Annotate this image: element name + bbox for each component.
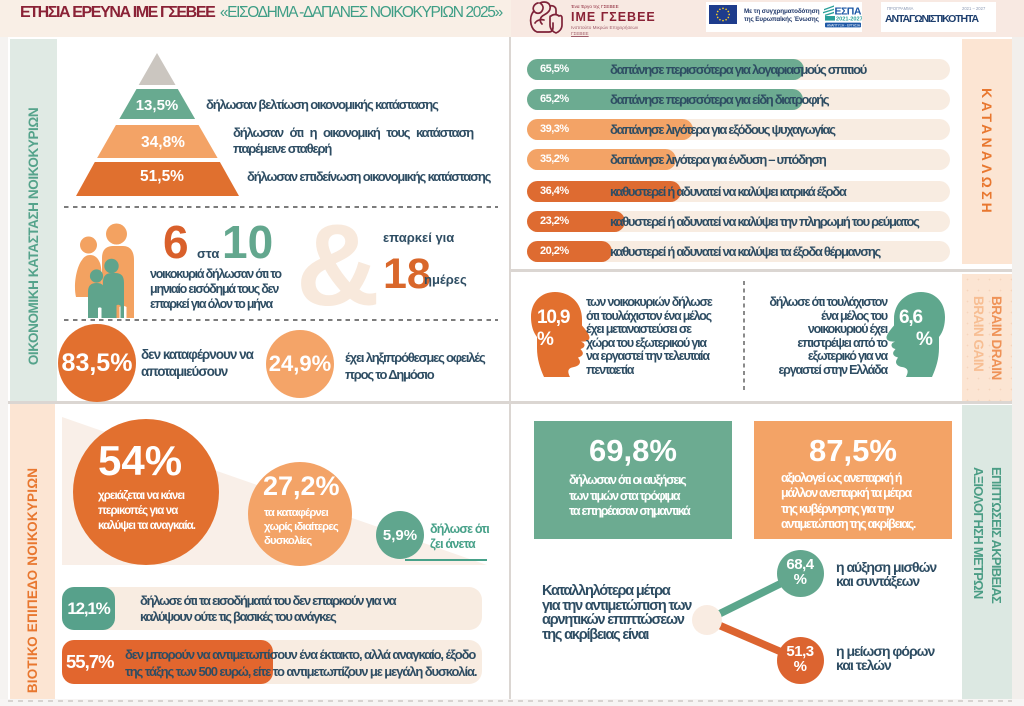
svg-text:ΑΝΑΠΤΥΞΗ - ΕΡΓΑΣΙΑ - ΑΛΛΗΛΕΓΓΥ: ΑΝΑΠΤΥΞΗ - ΕΡΓΑΣΙΑ - ΑΛΛΗΛΕΓΓΥΗ xyxy=(827,23,862,27)
svg-text:ΕΣΠΑ: ΕΣΠΑ xyxy=(835,6,862,18)
svg-text:2021-2027: 2021-2027 xyxy=(836,16,862,22)
